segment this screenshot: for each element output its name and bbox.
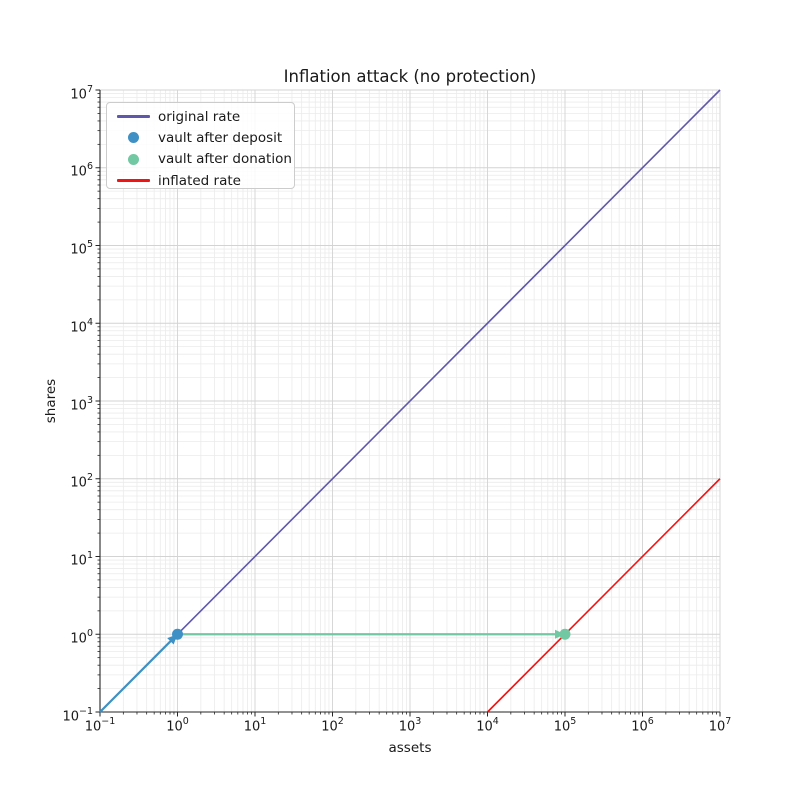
x-tick-label: 10−1 [84, 716, 116, 735]
y-tick-label: 107 [70, 83, 93, 102]
y-tick-label: 10−1 [62, 705, 93, 724]
x-axis-label: assets [388, 740, 432, 756]
y-tick-label: 104 [70, 316, 93, 336]
y-tick-label: 103 [70, 394, 93, 413]
y-tick-label: 105 [70, 239, 93, 258]
x-tick-label: 100 [166, 716, 189, 735]
legend: original rate vault after deposit vault … [106, 102, 295, 189]
legend-label: vault after deposit [158, 129, 283, 146]
x-tick-label: 105 [553, 716, 577, 735]
y-axis-label: shares [43, 378, 59, 424]
legend-line-swatch [115, 179, 151, 182]
legend-line-swatch [115, 115, 151, 118]
legend-dot-swatch [115, 153, 151, 165]
x-tick-label: 107 [708, 716, 732, 735]
legend-item-vault-after-deposit: vault after deposit [107, 127, 294, 148]
chart-title: Inflation attack (no protection) [283, 67, 537, 86]
x-tick-label: 101 [243, 716, 267, 735]
legend-label: vault after donation [158, 151, 292, 168]
legend-label: original rate [158, 108, 241, 125]
y-tick-label: 106 [70, 161, 93, 180]
legend-label: inflated rate [158, 172, 241, 189]
x-tick-label: 106 [631, 716, 654, 735]
y-tick-label: 102 [70, 472, 93, 491]
legend-item-vault-after-donation: vault after donation [107, 149, 294, 170]
legend-item-original-rate: original rate [107, 106, 294, 127]
x-tick-label: 103 [398, 716, 422, 735]
y-tick-label: 100 [70, 627, 93, 647]
x-tick-label: 102 [321, 716, 344, 735]
legend-dot-swatch [115, 132, 151, 144]
y-tick-label: 101 [70, 550, 93, 569]
x-tick-label: 104 [476, 716, 499, 735]
legend-item-inflated-rate: inflated rate [107, 170, 294, 191]
